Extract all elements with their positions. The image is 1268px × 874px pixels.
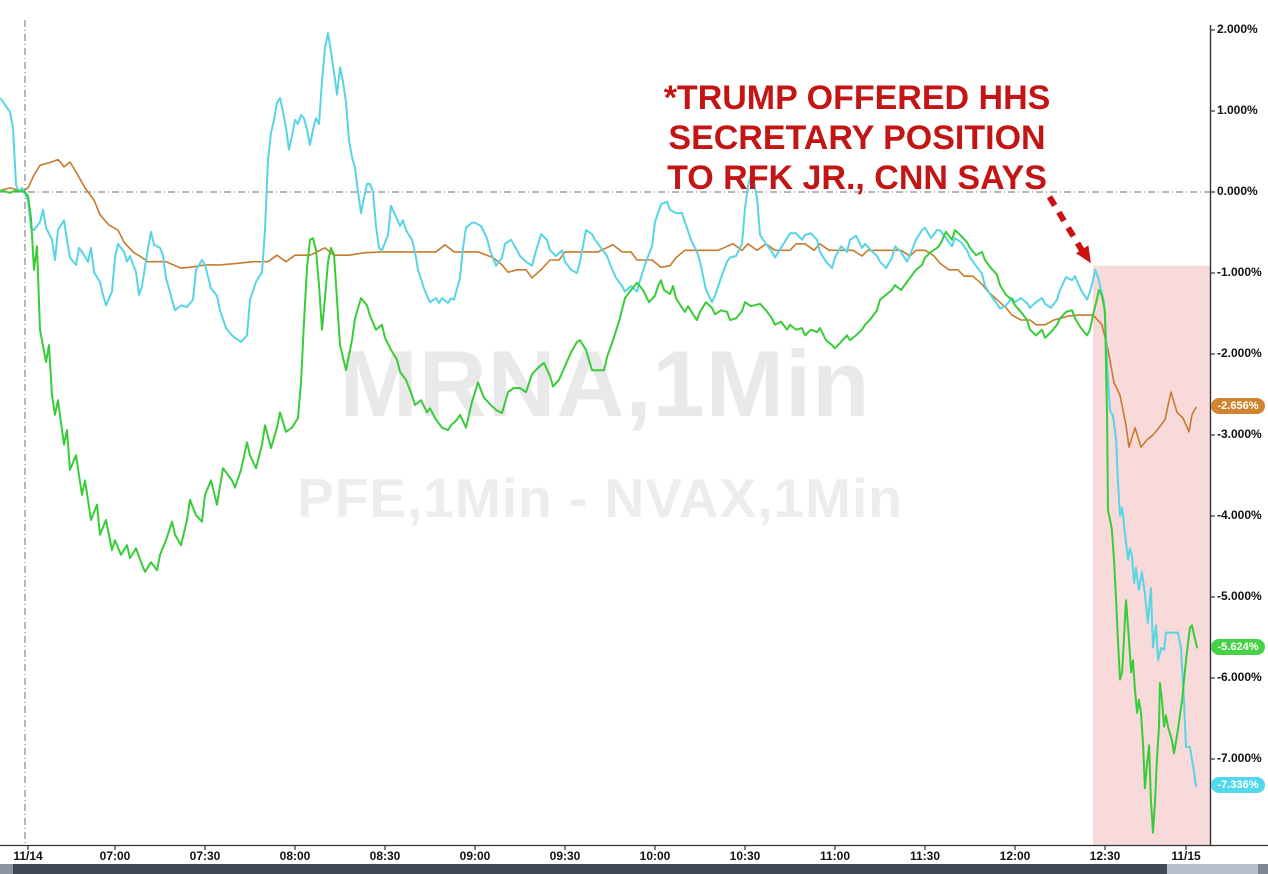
quote-status-bar[interactable]: MRNA - 1 min NASDAQ L=39.784 -2.356 -5.5…	[0, 0, 1268, 20]
watermark-symbol-secondary: PFE,1Min - NVAX,1Min	[297, 467, 903, 529]
news-headline-line3: TO RFK JR., CNN SAYS	[667, 159, 1047, 197]
price-line-mrna	[0, 189, 1199, 834]
news-headline-line2: SECRETARY POSITION	[668, 119, 1046, 157]
scrollbar-right-button[interactable]	[1258, 864, 1268, 874]
price-line-pfe	[0, 158, 1197, 448]
news-headline-line1: *TRUMP OFFERED HHS	[663, 79, 1051, 117]
scrollbar-left-button[interactable]	[0, 864, 13, 874]
price-line-nvax	[0, 32, 1197, 788]
news-arrow	[1046, 195, 1088, 257]
scrollbar-thumb[interactable]	[1167, 864, 1258, 874]
horizontal-scrollbar[interactable]	[0, 864, 1268, 874]
watermark-symbol-main: MRNA,1Min	[339, 331, 871, 436]
news-headline: *TRUMP OFFERED HHS SECRETARY POSITION TO…	[652, 78, 1062, 198]
news-arrow-head	[1076, 245, 1091, 264]
